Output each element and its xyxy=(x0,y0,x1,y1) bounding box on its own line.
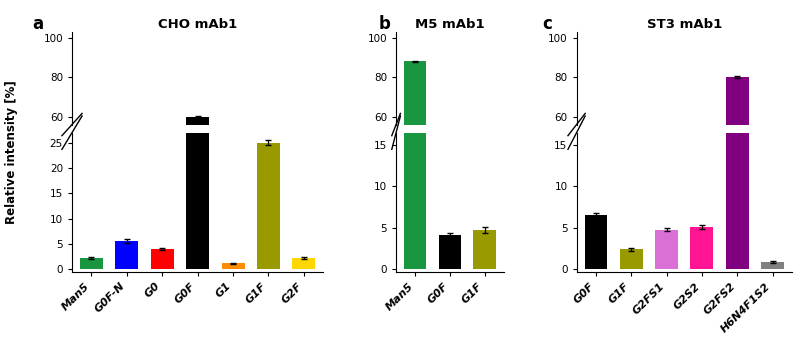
Bar xyxy=(585,222,607,235)
Title: M5 mAb1: M5 mAb1 xyxy=(415,18,485,31)
Bar xyxy=(257,143,280,269)
Bar xyxy=(690,225,714,235)
Bar xyxy=(726,0,749,269)
Text: b: b xyxy=(379,15,390,33)
Bar xyxy=(620,250,642,269)
Bar xyxy=(690,227,714,269)
Bar xyxy=(585,215,607,269)
Bar xyxy=(620,231,642,235)
Bar xyxy=(186,0,209,269)
Bar xyxy=(474,231,496,269)
Bar xyxy=(292,258,315,269)
Bar xyxy=(655,226,678,235)
Bar xyxy=(474,226,496,235)
Text: a: a xyxy=(32,15,43,33)
Bar xyxy=(150,227,174,235)
Bar xyxy=(292,231,315,235)
Bar xyxy=(222,263,245,269)
Bar xyxy=(115,241,138,269)
Bar xyxy=(726,77,749,235)
Bar xyxy=(150,249,174,269)
Bar xyxy=(115,224,138,235)
Bar xyxy=(257,186,280,235)
Bar xyxy=(438,234,462,269)
Text: Relative intensity [%]: Relative intensity [%] xyxy=(6,80,18,224)
Text: c: c xyxy=(542,15,552,33)
Title: ST3 mAb1: ST3 mAb1 xyxy=(646,18,722,31)
Bar xyxy=(761,233,784,235)
Bar xyxy=(404,61,426,235)
Bar xyxy=(404,0,426,269)
Bar xyxy=(222,233,245,235)
Bar xyxy=(80,258,103,269)
Title: CHO mAb1: CHO mAb1 xyxy=(158,18,238,31)
Bar xyxy=(186,116,209,235)
Bar xyxy=(761,262,784,269)
Bar xyxy=(80,231,103,235)
Bar xyxy=(655,229,678,269)
Bar xyxy=(438,227,462,235)
